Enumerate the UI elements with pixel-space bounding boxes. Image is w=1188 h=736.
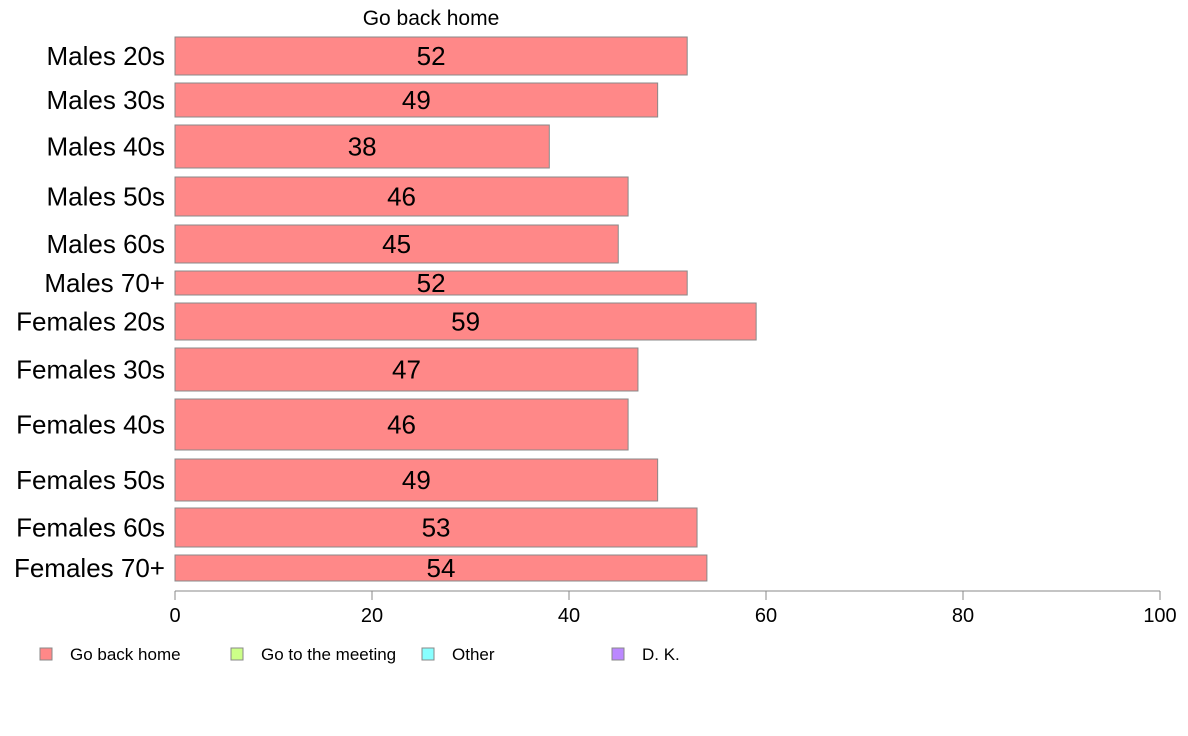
legend-swatch <box>39 647 53 661</box>
legend-swatch <box>421 647 435 661</box>
value-label: 52 <box>417 41 446 71</box>
category-label: Females 70+ <box>14 553 165 583</box>
value-label: 59 <box>451 307 480 337</box>
category-label: Females 50s <box>16 465 165 495</box>
category-label: Males 50s <box>47 182 166 212</box>
bar <box>174 82 659 118</box>
bar <box>174 124 550 169</box>
legend-label: Other <box>452 645 495 664</box>
value-label: 38 <box>348 132 377 162</box>
legend-label: D. K. <box>642 645 680 664</box>
bar <box>174 347 639 392</box>
bar <box>174 554 708 582</box>
bar <box>174 398 629 451</box>
x-axis: 0 20 40 60 80 100 <box>169 590 1177 627</box>
value-label: 54 <box>426 553 455 583</box>
value-label: 49 <box>402 465 431 495</box>
category-label: Females 40s <box>16 410 165 440</box>
legend: Go back home Go to the meeting Other D. K. <box>39 645 680 664</box>
category-label: Males 40s <box>47 132 166 162</box>
bar <box>174 507 698 548</box>
category-label: Males 30s <box>47 85 166 115</box>
x-tick-label: 60 <box>755 605 777 627</box>
category-label: Males 60s <box>47 229 166 259</box>
legend-swatch <box>611 647 625 661</box>
legend-label: Go to the meeting <box>261 645 396 664</box>
legend-swatch <box>230 647 244 661</box>
value-label: 45 <box>382 229 411 259</box>
bar <box>174 224 619 264</box>
x-tick-label: 40 <box>558 605 580 627</box>
bar <box>174 302 757 341</box>
x-tick-label: 80 <box>952 605 974 627</box>
value-label: 46 <box>387 182 416 212</box>
value-label: 53 <box>422 513 451 543</box>
bar <box>174 36 688 76</box>
category-label: Males 20s <box>47 41 166 71</box>
category-label: Females 60s <box>16 513 165 543</box>
legend-label: Go back home <box>70 645 181 664</box>
value-label: 49 <box>402 85 431 115</box>
category-label: Males 70+ <box>44 268 165 298</box>
value-label: 46 <box>387 410 416 440</box>
category-label: Females 20s <box>16 307 165 337</box>
x-tick-label: 20 <box>361 605 383 627</box>
bar <box>174 458 659 502</box>
bar <box>174 270 688 296</box>
bars: Males 20s 52 Males 30s 49 Males 40s 38 Males 5… <box>14 36 757 583</box>
value-label: 47 <box>392 355 421 385</box>
value-label: 52 <box>417 268 446 298</box>
chart-title: Go back home <box>363 7 500 30</box>
category-label: Females 30s <box>16 355 165 385</box>
x-tick-label: 100 <box>1143 605 1176 627</box>
x-tick-label: 0 <box>169 605 180 627</box>
bar <box>174 176 629 217</box>
